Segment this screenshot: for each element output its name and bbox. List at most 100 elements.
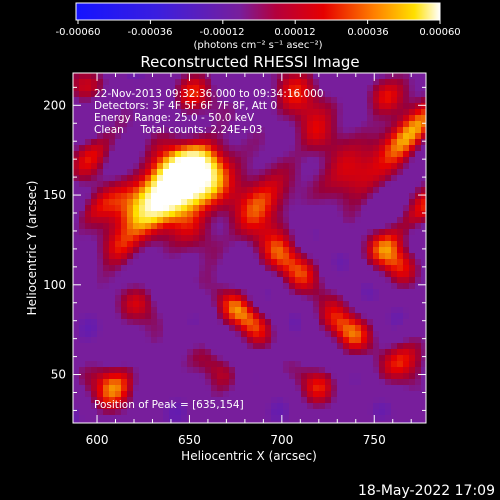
- heatmap-cell: [373, 349, 380, 356]
- heatmap-cell: [301, 97, 308, 104]
- heatmap-cell: [91, 325, 98, 332]
- heatmap-cell: [109, 355, 116, 362]
- heatmap-cell: [97, 277, 104, 284]
- heatmap-cell: [337, 139, 344, 146]
- heatmap-cell: [229, 247, 236, 254]
- heatmap-cell: [163, 157, 170, 164]
- heatmap-cell: [121, 103, 128, 110]
- heatmap-cell: [229, 355, 236, 362]
- heatmap-cell: [157, 229, 164, 236]
- heatmap-cell: [337, 175, 344, 182]
- heatmap-cell: [91, 349, 98, 356]
- heatmap-cell: [235, 265, 242, 272]
- heatmap-cell: [373, 187, 380, 194]
- heatmap-cell: [127, 229, 134, 236]
- heatmap-cell: [331, 85, 338, 92]
- heatmap-cell: [289, 109, 296, 116]
- heatmap-cell: [313, 79, 320, 86]
- heatmap-cell: [379, 349, 386, 356]
- heatmap-cell: [409, 73, 416, 80]
- heatmap-cell: [151, 277, 158, 284]
- heatmap-cell: [229, 319, 236, 326]
- heatmap-cell: [151, 103, 158, 110]
- heatmap-cell: [91, 277, 98, 284]
- heatmap-cell: [181, 133, 188, 140]
- heatmap-cell: [367, 217, 374, 224]
- heatmap-cell: [223, 373, 230, 380]
- heatmap-cell: [331, 103, 338, 110]
- heatmap-cell: [391, 301, 398, 308]
- heatmap-cell: [121, 289, 128, 296]
- heatmap-cell: [391, 403, 398, 410]
- heatmap-cell: [301, 139, 308, 146]
- heatmap-cell: [181, 145, 188, 152]
- heatmap-cell: [313, 277, 320, 284]
- heatmap-cell: [205, 103, 212, 110]
- heatmap-cell: [217, 403, 224, 410]
- heatmap-cell: [379, 301, 386, 308]
- heatmap-cell: [331, 97, 338, 104]
- heatmap-cell: [277, 349, 284, 356]
- heatmap-cell: [385, 163, 392, 170]
- heatmap-cell: [277, 403, 284, 410]
- heatmap-cell: [313, 337, 320, 344]
- heatmap-cell: [289, 79, 296, 86]
- heatmap-cell: [193, 319, 200, 326]
- heatmap-cell: [253, 289, 260, 296]
- heatmap-cell: [295, 199, 302, 206]
- heatmap-cell: [397, 337, 404, 344]
- heatmap-cell: [355, 415, 362, 422]
- heatmap-cell: [355, 379, 362, 386]
- heatmap-cell: [361, 325, 368, 332]
- heatmap-cell: [151, 109, 158, 116]
- heatmap-cell: [181, 109, 188, 116]
- heatmap-cell: [175, 175, 182, 182]
- heatmap-cell: [409, 409, 416, 416]
- heatmap-cell: [115, 193, 122, 200]
- heatmap-cell: [319, 289, 326, 296]
- heatmap-cell: [379, 223, 386, 230]
- heatmap-cell: [241, 265, 248, 272]
- heatmap-cell: [421, 133, 426, 140]
- heatmap-cell: [289, 409, 296, 416]
- heatmap-cell: [295, 271, 302, 278]
- heatmap-cell: [379, 235, 386, 242]
- heatmap-cell: [415, 409, 422, 416]
- heatmap-cell: [145, 403, 152, 410]
- heatmap-cell: [403, 169, 410, 176]
- heatmap-cell: [403, 355, 410, 362]
- heatmap-cell: [85, 205, 92, 212]
- heatmap-cell: [193, 163, 200, 170]
- heatmap-cell: [109, 235, 116, 242]
- heatmap-cell: [181, 169, 188, 176]
- heatmap-cell: [163, 241, 170, 248]
- heatmap-cell: [115, 163, 122, 170]
- heatmap-cell: [325, 409, 332, 416]
- heatmap-cell: [79, 151, 86, 158]
- heatmap-cell: [319, 241, 326, 248]
- heatmap-cell: [415, 421, 422, 423]
- heatmap-cell: [145, 391, 152, 398]
- heatmap-cell: [379, 79, 386, 86]
- heatmap-cell: [211, 73, 218, 80]
- heatmap-cell: [163, 403, 170, 410]
- heatmap-cell: [211, 205, 218, 212]
- heatmap-cell: [385, 199, 392, 206]
- heatmap-cell: [421, 205, 426, 212]
- heatmap-cell: [355, 307, 362, 314]
- heatmap-cell: [79, 193, 86, 200]
- heatmap-cell: [163, 169, 170, 176]
- heatmap-cell: [175, 85, 182, 92]
- heatmap-cell: [409, 301, 416, 308]
- heatmap-cell: [199, 289, 206, 296]
- heatmap-cell: [271, 283, 278, 290]
- heatmap-cell: [373, 277, 380, 284]
- heatmap-cell: [133, 253, 140, 260]
- heatmap-cell: [295, 409, 302, 416]
- heatmap-cell: [319, 265, 326, 272]
- heatmap-cell: [73, 199, 80, 206]
- heatmap-cell: [361, 283, 368, 290]
- heatmap-cell: [79, 259, 86, 266]
- heatmap-cell: [109, 91, 116, 98]
- heatmap-cell: [271, 127, 278, 134]
